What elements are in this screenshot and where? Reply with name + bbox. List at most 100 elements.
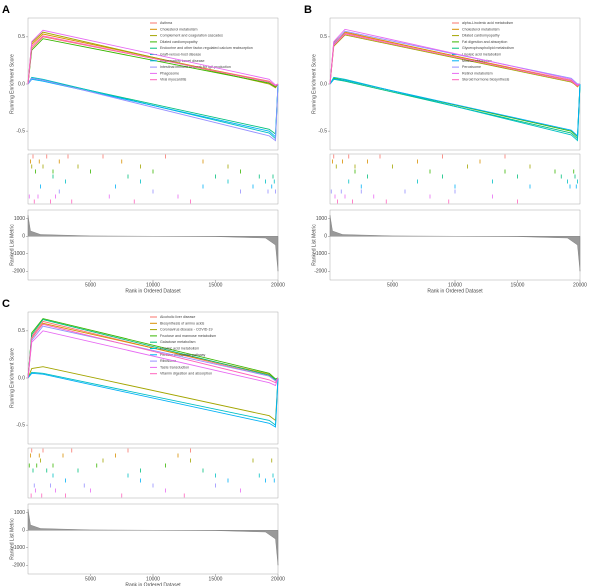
legend-label: Mineral absorption [462, 59, 492, 63]
y-tick-label: 0 [324, 234, 327, 240]
plot-frame [27, 153, 279, 205]
y-tick-label: 0.5 [18, 34, 25, 40]
es-curve [27, 77, 279, 135]
y-tick-label: -2000 [12, 563, 25, 569]
legend-label: Graft-versus-host disease [160, 52, 201, 56]
x-tick-label: 5000 [85, 576, 96, 582]
legend-label: Glycerophospholipid metabolism [462, 46, 514, 50]
metric-area [27, 215, 279, 272]
y-tick-label: -2000 [12, 269, 25, 275]
y-tick-label: 0 [22, 234, 25, 240]
legend-label: Viral myocarditis [160, 78, 186, 82]
legend-label: Linoleic acid metabolism [462, 52, 501, 56]
legend-label: Cholesterol metabolism [462, 27, 500, 31]
es-curve [27, 36, 279, 87]
y-tick-label: -1000 [314, 251, 327, 257]
x-tick-label: 15000 [209, 576, 223, 582]
legend-label: Fructose and mannose metabolism [160, 334, 216, 338]
es-curve [329, 78, 581, 140]
metric-area [329, 215, 581, 272]
y-tick-label: -1000 [12, 251, 25, 257]
y-tick-label: 1000 [14, 510, 25, 516]
y-axis-label: Running Enrichment Score [9, 54, 15, 114]
y-tick-label: 0.0 [320, 81, 327, 87]
panel: A -0.5 0.0 0.5 Running Enrichment Score Asthm… [2, 4, 285, 294]
x-tick-label: 20000 [271, 576, 285, 582]
es-curve [27, 372, 279, 428]
x-tick-label: 15000 [209, 282, 223, 288]
y-axis-label: Ranked List Metric [9, 518, 15, 560]
legend-label: Endocrine and other factor-regulated cal… [160, 46, 253, 50]
y-tick-label: -1000 [12, 545, 25, 551]
legend-label: Biosynthesis of amino acids [160, 321, 205, 325]
es-curve [329, 78, 581, 137]
x-tick-label: 10000 [146, 282, 160, 288]
es-curve [329, 76, 581, 142]
legend-label: Dilated cardiomyopathy [462, 34, 500, 38]
y-tick-label: -2000 [314, 269, 327, 275]
y-axis-label: Running Enrichment Score [311, 54, 317, 114]
legend-label: Steroid hormone biosynthesis [462, 78, 510, 82]
y-tick-label: 0.0 [18, 375, 25, 381]
legend-label: Dilated cardiomyopathy [160, 40, 198, 44]
y-tick-label: 0.5 [320, 34, 327, 40]
y-axis-label: Ranked List Metric [311, 224, 317, 266]
es-curve [27, 35, 279, 87]
es-curve [329, 33, 581, 87]
es-curve [329, 32, 581, 87]
x-tick-label: 15000 [511, 282, 525, 288]
plot-frame [27, 447, 279, 499]
legend-label: Galactose metabolism [160, 340, 196, 344]
x-tick-label: 10000 [146, 576, 160, 582]
es-curve [27, 366, 279, 422]
x-tick-label: 20000 [271, 282, 285, 288]
legend-label: Alcoholic liver disease [160, 315, 195, 319]
legend-label: Fat digestion and absorption [462, 40, 507, 44]
y-tick-label: -0.5 [16, 422, 25, 428]
es-curve [27, 330, 279, 387]
es-curve [27, 77, 279, 142]
y-axis-label: Ranked List Metric [9, 224, 15, 266]
legend-label: Vitamin digestion and absorption [160, 372, 212, 376]
x-axis-label: Rank in Ordered Dataset [125, 288, 181, 294]
panel-label: C [2, 298, 10, 310]
plot-frame [27, 503, 279, 575]
plot-frame [27, 17, 279, 151]
x-tick-label: 5000 [85, 282, 96, 288]
plot-frame [329, 209, 581, 281]
y-tick-label: -0.5 [16, 128, 25, 134]
y-tick-label: -0.5 [318, 128, 327, 134]
legend-label: alpha-Linolenic acid metabolism [462, 21, 513, 25]
x-tick-label: 10000 [448, 282, 462, 288]
panel-label: B [304, 4, 312, 16]
y-tick-label: 0.5 [18, 328, 25, 334]
plot-frame [27, 209, 279, 281]
panel-label: A [2, 4, 10, 16]
panel: C -0.5 0.0 0.5 Running Enrichment Score Alcoh… [2, 298, 285, 586]
es-curve [27, 323, 279, 384]
y-tick-label: 1000 [14, 216, 25, 222]
legend-label: Phagosome [160, 71, 179, 75]
legend-label: Ribosome [160, 359, 176, 363]
y-tick-label: 1000 [316, 216, 327, 222]
y-axis-label: Running Enrichment Score [9, 348, 15, 408]
legend-label: Cholesterol metabolism [160, 27, 198, 31]
legend-label: Taste transduction [160, 365, 189, 369]
legend-label: Linoleic acid metabolism [160, 346, 199, 350]
legend-label: Coronavirus disease - COVID-19 [160, 328, 213, 332]
x-axis-label: Rank in Ordered Dataset [125, 582, 181, 586]
x-axis-label: Rank in Ordered Dataset [427, 288, 483, 294]
es-curve [329, 31, 581, 88]
y-tick-label: 0.0 [18, 81, 25, 87]
plot-frame [329, 153, 581, 205]
y-tick-label: 0 [22, 528, 25, 534]
es-curve [27, 78, 279, 138]
x-tick-label: 5000 [387, 282, 398, 288]
panel: B -0.5 0.0 0.5 Running Enrichment Score alpha… [304, 4, 587, 294]
x-tick-label: 20000 [573, 282, 587, 288]
legend-label: Peroxisome [462, 65, 481, 69]
legend-label: Retinol metabolism [462, 71, 493, 75]
legend-label: Asthma [160, 21, 172, 25]
legend-label: Complement and coagulation cascades [160, 34, 223, 38]
